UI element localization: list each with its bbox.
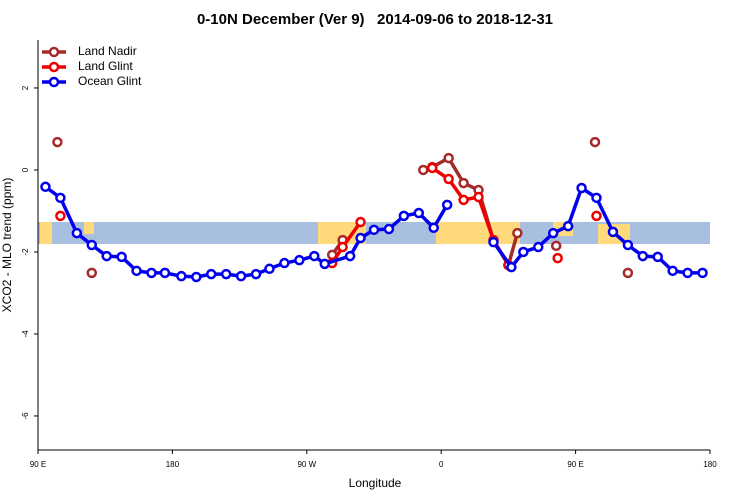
data-point bbox=[443, 173, 454, 185]
data-point bbox=[337, 241, 348, 253]
y-tick-label: 2 bbox=[21, 85, 30, 90]
data-point bbox=[355, 216, 366, 228]
data-point bbox=[86, 239, 98, 251]
data-point bbox=[191, 271, 202, 283]
data-point bbox=[589, 136, 601, 148]
data-point bbox=[55, 210, 66, 222]
data-point bbox=[550, 240, 562, 252]
data-point bbox=[428, 222, 439, 234]
data-point bbox=[40, 181, 51, 193]
land-patch bbox=[40, 222, 52, 244]
x-axis-label: Longitude bbox=[349, 476, 402, 490]
data-point bbox=[264, 263, 275, 275]
data-point bbox=[220, 268, 232, 280]
data-point bbox=[652, 251, 663, 263]
data-point bbox=[355, 232, 366, 244]
y-tick-label: -6 bbox=[21, 412, 30, 420]
legend-marker bbox=[48, 61, 60, 73]
data-point bbox=[443, 152, 454, 164]
data-point bbox=[250, 268, 262, 280]
legend-marker bbox=[48, 76, 60, 88]
data-point bbox=[506, 261, 517, 273]
y-tick-label: -2 bbox=[21, 248, 30, 256]
x-tick-label: 180 bbox=[703, 460, 717, 469]
y-tick-label: 0 bbox=[21, 167, 30, 172]
data-point bbox=[383, 223, 395, 235]
chart-title: 0-10N December (Ver 9) 2014-09-06 to 201… bbox=[197, 11, 553, 28]
data-point bbox=[205, 268, 217, 280]
series-line bbox=[332, 158, 628, 273]
data-point bbox=[533, 241, 544, 253]
legend-label: Land Nadir bbox=[78, 44, 137, 58]
y-axis-label: XCO2 - MLO trend (ppm) bbox=[0, 178, 14, 313]
land-patch bbox=[436, 222, 520, 244]
data-point bbox=[458, 194, 469, 206]
data-point bbox=[458, 177, 469, 189]
data-point bbox=[591, 192, 602, 204]
data-point bbox=[426, 162, 438, 174]
x-tick-label: 90 W bbox=[297, 460, 316, 469]
data-point bbox=[682, 267, 693, 279]
data-point bbox=[101, 250, 112, 262]
data-point bbox=[344, 250, 356, 262]
y-tick-label: -4 bbox=[21, 330, 30, 338]
land-patch bbox=[84, 222, 94, 234]
land-patch bbox=[318, 222, 366, 244]
data-point bbox=[637, 250, 649, 262]
data-point bbox=[547, 227, 559, 239]
legend-label: Land Glint bbox=[78, 59, 133, 73]
data-point bbox=[235, 270, 247, 282]
data-point bbox=[86, 267, 98, 279]
data-point bbox=[473, 191, 484, 203]
data-point bbox=[562, 220, 574, 232]
x-tick-label: 0 bbox=[439, 460, 444, 469]
data-point bbox=[552, 252, 563, 264]
data-point bbox=[441, 199, 453, 211]
x-tick-label: 90 E bbox=[567, 460, 583, 469]
data-point bbox=[667, 265, 678, 277]
data-point bbox=[398, 210, 410, 222]
data-point bbox=[319, 258, 330, 270]
data-point bbox=[622, 267, 634, 279]
data-point bbox=[518, 246, 529, 258]
data-point bbox=[71, 227, 83, 239]
data-point bbox=[697, 267, 708, 279]
data-point bbox=[52, 136, 63, 148]
x-tick-label: 90 E bbox=[30, 460, 46, 469]
data-point bbox=[418, 164, 429, 176]
data-point bbox=[368, 224, 380, 236]
data-point bbox=[512, 227, 523, 239]
data-point bbox=[488, 236, 499, 248]
data-point bbox=[131, 265, 142, 277]
x-tick-label: 180 bbox=[166, 460, 180, 469]
data-point bbox=[413, 207, 425, 219]
data-point bbox=[576, 182, 587, 194]
data-point bbox=[176, 270, 187, 282]
data-point bbox=[159, 267, 171, 279]
data-point bbox=[55, 192, 66, 204]
data-point bbox=[607, 226, 619, 238]
data-point bbox=[591, 210, 602, 222]
data-point bbox=[279, 257, 290, 269]
legend-marker bbox=[48, 46, 60, 58]
data-point bbox=[294, 254, 305, 266]
data-point bbox=[309, 250, 320, 262]
data-point bbox=[116, 251, 127, 263]
data-point bbox=[146, 267, 157, 279]
legend-label: Ocean Glint bbox=[78, 74, 142, 88]
data-point bbox=[622, 239, 634, 251]
